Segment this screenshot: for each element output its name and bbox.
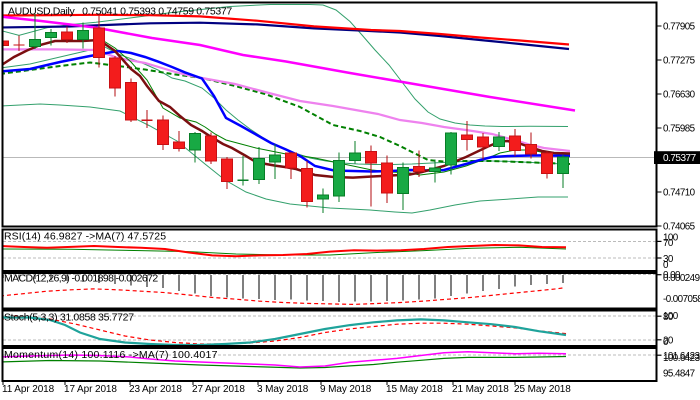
svg-text:70: 70 xyxy=(663,238,674,249)
svg-text:-0.007058: -0.007058 xyxy=(663,294,700,305)
svg-text:0.74710: 0.74710 xyxy=(663,188,696,199)
svg-text:AUDUSD,Daily 0.75041 0.75393: AUDUSD,Daily 0.75041 0.75393 0.74759 0.7… xyxy=(8,6,232,18)
svg-text:100: 100 xyxy=(663,311,679,322)
svg-text:80: 80 xyxy=(663,312,674,323)
svg-text:95.4847: 95.4847 xyxy=(663,369,695,380)
svg-text:0: 0 xyxy=(663,337,669,348)
svg-text:RSI(14) 46.9827 ->MA(7) 47.57: RSI(14) 46.9827 ->MA(7) 47.5725 xyxy=(4,231,166,243)
svg-text:0.00: 0.00 xyxy=(663,270,681,281)
svg-text:0.75985: 0.75985 xyxy=(663,124,696,135)
svg-text:21 May 2018: 21 May 2018 xyxy=(452,384,509,395)
svg-text:30: 30 xyxy=(663,254,674,265)
svg-text:0.77905: 0.77905 xyxy=(663,22,696,33)
svg-text:20: 20 xyxy=(663,335,674,346)
svg-text:0.75377: 0.75377 xyxy=(663,153,697,164)
svg-text:100.6423: 100.6423 xyxy=(663,353,700,364)
svg-text:Stoch(5,3,3) 31.0858 35.7727: Stoch(5,3,3) 31.0858 35.7727 xyxy=(4,311,134,323)
svg-text:0: 0 xyxy=(663,260,669,271)
svg-text:11 Apr 2018: 11 Apr 2018 xyxy=(2,384,55,395)
svg-text:25 May 2018: 25 May 2018 xyxy=(514,384,571,395)
svg-text:9 May 2018: 9 May 2018 xyxy=(320,384,372,395)
svg-text:0.74065: 0.74065 xyxy=(663,222,696,233)
svg-text:17 Apr 2018: 17 Apr 2018 xyxy=(64,384,117,395)
svg-text:MACD(12,26,9) -0.001898 -0.002: MACD(12,26,9) -0.001898 -0.002672 xyxy=(4,272,158,284)
svg-text:101.6423: 101.6423 xyxy=(663,351,700,362)
svg-text:0.76630: 0.76630 xyxy=(663,90,696,101)
svg-text:0.000249: 0.000249 xyxy=(663,273,700,284)
svg-text:23 Apr 2018: 23 Apr 2018 xyxy=(129,384,182,395)
svg-text:27 Apr 2018: 27 Apr 2018 xyxy=(192,384,245,395)
svg-text:100: 100 xyxy=(663,233,679,244)
svg-text:15 May 2018: 15 May 2018 xyxy=(386,384,443,395)
svg-text:3 May 2018: 3 May 2018 xyxy=(257,384,309,395)
svg-text:Momentum(14) 100.1116 ->MA(7): Momentum(14) 100.1116 ->MA(7) 100.4017 xyxy=(4,349,218,361)
svg-text:0.77275: 0.77275 xyxy=(663,56,696,67)
